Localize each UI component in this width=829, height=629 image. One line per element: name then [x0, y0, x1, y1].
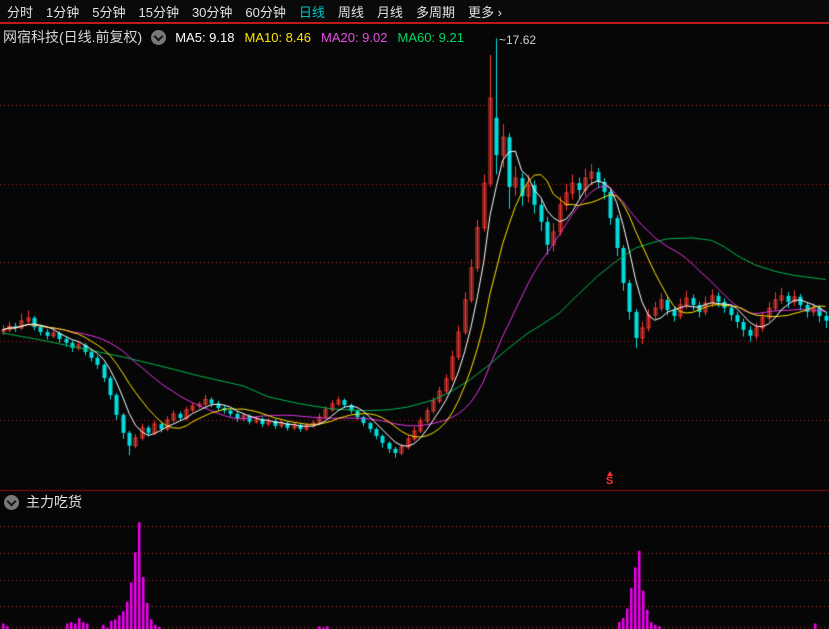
nav-item-7[interactable]: 周线	[337, 4, 364, 20]
peak-price-label: ~17.62	[499, 33, 537, 47]
nav-item-10[interactable]: 更多 ›	[467, 4, 502, 20]
nav-item-1[interactable]: 1分钟	[46, 4, 80, 20]
chart-header: 网宿科技(日线.前复权) MA5: 9.18 MA10: 8.46 MA20: 9.…	[3, 27, 464, 47]
sell-signal-marker: S	[601, 471, 618, 487]
nav-item-3[interactable]: 15分钟	[138, 4, 179, 20]
ma-legend-item-3: MA60: 9.21	[397, 29, 464, 45]
collapse-chevron-icon[interactable]	[151, 29, 167, 45]
stock-title: 网宿科技(日线.前复权)	[3, 29, 143, 45]
nav-item-6[interactable]: 日线	[298, 4, 325, 20]
ma-legend-item-1: MA10: 8.46	[244, 29, 311, 45]
caret-up-icon	[606, 471, 613, 476]
nav-item-0[interactable]: 分时	[7, 4, 34, 20]
nav-item-2[interactable]: 5分钟	[92, 4, 126, 20]
ma-legend: MA5: 9.18 MA10: 8.46 MA20: 9.02 MA60: 9.21	[175, 30, 464, 45]
ma-legend-item-2: MA20: 9.02	[320, 29, 388, 45]
nav-item-4[interactable]: 30分钟	[191, 4, 233, 20]
indicator-header: 主力吃货	[4, 492, 82, 512]
nav-item-8[interactable]: 月线	[376, 4, 403, 20]
nav-item-5[interactable]: 60分钟	[245, 4, 286, 20]
indicator-collapse-chevron-icon[interactable]	[4, 494, 19, 510]
nav-item-9[interactable]: 多周期	[415, 4, 455, 20]
period-nav: 分时 1分钟 5分钟 15分钟 30分钟 60分钟 日线 周线 月线 多周期 更多 ›	[0, 0, 829, 24]
sell-signal-letter: S	[605, 475, 614, 487]
ma-legend-item-0: MA5: 9.18	[175, 29, 235, 45]
indicator-name: 主力吃货	[26, 494, 82, 510]
